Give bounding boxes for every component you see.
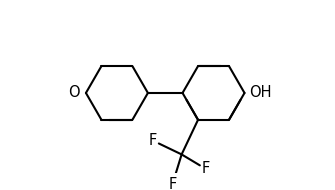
Text: F: F	[149, 133, 157, 148]
Text: OH: OH	[249, 86, 272, 101]
Text: F: F	[168, 177, 177, 190]
Text: F: F	[201, 161, 209, 176]
Text: O: O	[68, 86, 79, 101]
